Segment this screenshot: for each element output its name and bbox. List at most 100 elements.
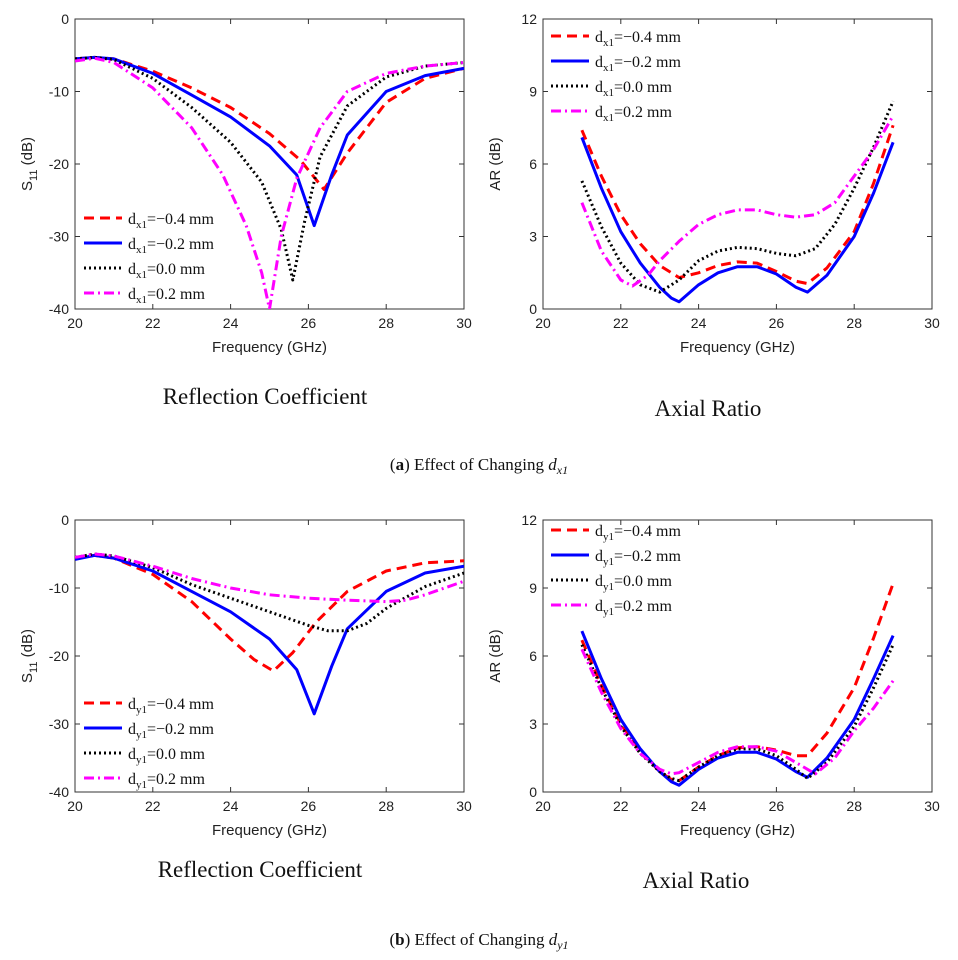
- panel-title: Reflection Coefficient: [158, 857, 363, 882]
- legend-label-suffix: =0.0 mm: [614, 573, 672, 590]
- series-line-2: [580, 136, 895, 304]
- series-line-4: [580, 114, 895, 288]
- legend-label-sub: y1: [136, 704, 147, 716]
- legend-label-2: dx1=−0.2 mm: [595, 54, 681, 74]
- y-tick-label: 12: [521, 512, 537, 528]
- legend-label-suffix: =0.0 mm: [614, 79, 672, 96]
- x-tick-label: 22: [613, 315, 629, 331]
- legend-label-suffix: =−0.2 mm: [147, 236, 214, 253]
- x-axis-label: Frequency (GHz): [212, 339, 327, 356]
- series-line-4: [580, 648, 895, 776]
- legend-label-prefix: d: [595, 104, 603, 121]
- legend-label-suffix: =−0.4 mm: [147, 696, 214, 713]
- legend-label-3: dy1=0.0 mm: [595, 573, 672, 593]
- x-tick-label: 20: [535, 315, 551, 331]
- x-tick-label: 30: [456, 798, 472, 814]
- legend-label-2: dx1=−0.2 mm: [128, 236, 214, 256]
- legend-label-prefix: d: [595, 548, 603, 565]
- caption-var-sub: x1: [556, 463, 568, 477]
- legend-label-prefix: d: [128, 771, 136, 788]
- y-tick-label: 0: [61, 512, 69, 528]
- series-group: [75, 552, 464, 716]
- chart-a-s11: 20 22 24 26 28 30 0 -10 -20 -30 -40 Frequency (GHz)…: [19, 11, 472, 409]
- y-axis-label-main: S: [19, 673, 36, 683]
- y-axis-label-unit: (dB): [19, 137, 36, 170]
- x-tick-label: 22: [613, 798, 629, 814]
- legend-label-3: dx1=0.0 mm: [128, 261, 205, 281]
- x-axis-label: Frequency (GHz): [212, 822, 327, 839]
- chart-a-ar: 20 22 24 26 28 30 0 3 6 9 12 Frequency (GHz) AR (dB)…: [487, 11, 940, 421]
- caption-paren-open: (: [390, 455, 396, 474]
- caption-var: d: [548, 455, 557, 474]
- series-line-2: [75, 553, 464, 716]
- legend-label-sub: y1: [603, 581, 614, 593]
- legend-label-sub: y1: [136, 754, 147, 766]
- legend-label-1: dx1=−0.4 mm: [595, 29, 681, 49]
- legend-label-suffix: =0.0 mm: [147, 746, 205, 763]
- y-tick-label: 6: [529, 156, 537, 172]
- legend-label-prefix: d: [595, 598, 603, 615]
- x-tick-label: 20: [67, 798, 83, 814]
- y-axis-label-sub: 11: [28, 662, 40, 673]
- legend-label-2: dy1=−0.2 mm: [595, 548, 681, 568]
- x-tick-label: 26: [301, 798, 317, 814]
- caption-text: ) Effect of Changing: [404, 455, 548, 474]
- x-tick-label: 30: [924, 315, 940, 331]
- series-line-3: [580, 644, 895, 783]
- x-tick-label: 30: [924, 798, 940, 814]
- series-line-1: [580, 124, 895, 286]
- legend-label-prefix: d: [595, 523, 603, 540]
- legend-label-suffix: =−0.4 mm: [614, 523, 681, 540]
- caption-var: d: [549, 930, 558, 949]
- legend-label-sub: x1: [136, 244, 147, 256]
- legend-label-suffix: =−0.4 mm: [147, 211, 214, 228]
- series-line-4: [75, 56, 464, 309]
- legend-label-prefix: d: [128, 286, 136, 303]
- x-tick-label: 24: [223, 315, 239, 331]
- panel-title: Axial Ratio: [643, 868, 750, 893]
- y-axis-label-main: S: [19, 181, 36, 191]
- legend-label-sub: y1: [136, 729, 147, 741]
- legend-label-suffix: =−0.2 mm: [614, 54, 681, 71]
- y-tick-label: -30: [49, 229, 69, 245]
- panel-title: Reflection Coefficient: [163, 384, 368, 409]
- x-tick-label: 26: [301, 315, 317, 331]
- y-tick-label: 3: [529, 716, 537, 732]
- x-tick-label: 26: [769, 315, 785, 331]
- y-tick-label: 0: [529, 301, 537, 317]
- legend-label-prefix: d: [128, 721, 136, 738]
- legend-label-4: dx1=0.2 mm: [128, 286, 205, 306]
- y-tick-label: -40: [49, 784, 69, 800]
- legend-label-4: dy1=0.2 mm: [595, 598, 672, 618]
- legend-label-1: dy1=−0.4 mm: [595, 523, 681, 543]
- x-tick-label: 26: [769, 798, 785, 814]
- y-tick-label: 9: [529, 84, 537, 100]
- chart-b-ar: 20 22 24 26 28 30 0 3 6 9 12 Frequency (GHz) AR (dB)…: [487, 512, 940, 893]
- legend-label-suffix: =−0.2 mm: [614, 548, 681, 565]
- chart-b-s11: 20 22 24 26 28 30 0 -10 -20 -30 -40 Frequency (GHz)…: [19, 512, 472, 882]
- legend-label-1: dy1=−0.4 mm: [128, 696, 214, 716]
- y-axis-label: AR (dB): [487, 629, 504, 682]
- x-tick-label: 22: [145, 315, 161, 331]
- y-tick-label: 12: [521, 11, 537, 27]
- legend-label-sub: y1: [603, 606, 614, 618]
- y-tick-label: 9: [529, 580, 537, 596]
- y-axis-label-main: AR (dB): [487, 137, 504, 190]
- y-tick-label: 3: [529, 229, 537, 245]
- x-axis-label: Frequency (GHz): [680, 822, 795, 839]
- x-tick-label: 28: [846, 315, 862, 331]
- legend-label-sub: x1: [136, 269, 147, 281]
- legend-label-sub: x1: [603, 37, 614, 49]
- legend-label-1: dx1=−0.4 mm: [128, 211, 214, 231]
- x-tick-label: 28: [378, 798, 394, 814]
- legend-label-sub: y1: [603, 531, 614, 543]
- x-axis-label: Frequency (GHz): [680, 339, 795, 356]
- x-tick-label: 22: [145, 798, 161, 814]
- legend-label-prefix: d: [128, 261, 136, 278]
- x-tick-label: 20: [535, 798, 551, 814]
- y-tick-label: -10: [49, 580, 69, 596]
- legend-label-prefix: d: [128, 236, 136, 253]
- series-line-3: [580, 100, 895, 294]
